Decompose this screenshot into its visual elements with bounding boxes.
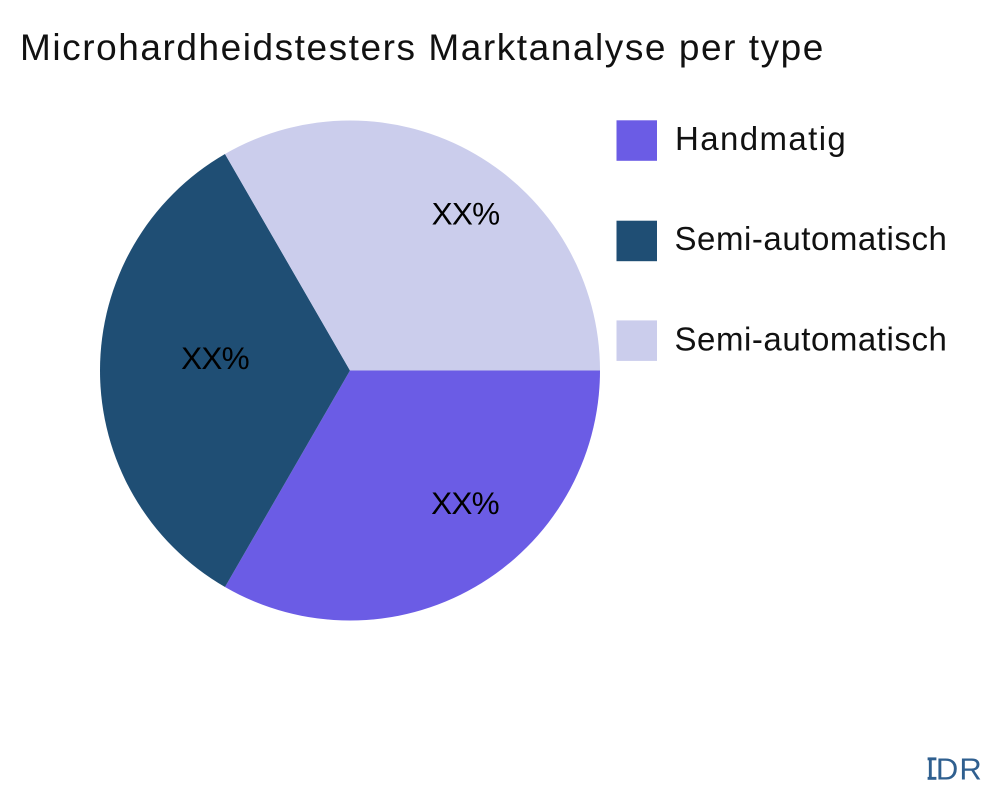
svg-text:Semi-automatisch: Semi-automatisch — [675, 321, 948, 358]
svg-text:XX%: XX% — [181, 340, 249, 376]
svg-text:XX%: XX% — [432, 196, 500, 232]
svg-text:XX%: XX% — [431, 485, 499, 521]
svg-text:Microhardheidstesters Marktana: Microhardheidstesters Marktanalyse per t… — [20, 27, 825, 68]
svg-text:IDR: IDR — [926, 752, 983, 787]
svg-text:Semi-automatisch: Semi-automatisch — [675, 220, 948, 257]
svg-text:Handmatig: Handmatig — [675, 120, 847, 157]
